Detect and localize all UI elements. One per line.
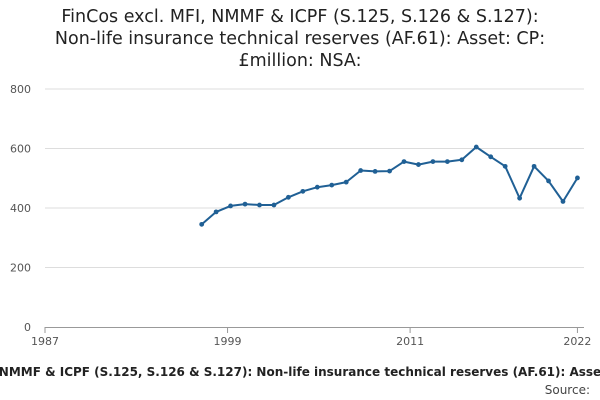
data-point	[387, 168, 392, 174]
data-point	[300, 188, 306, 194]
data-point	[488, 154, 494, 160]
data-point	[329, 182, 335, 188]
data-point	[271, 202, 277, 208]
data-point	[257, 202, 262, 208]
y-tick-label: 0	[24, 321, 31, 334]
data-point	[314, 184, 320, 190]
y-tick-label: 800	[10, 83, 31, 96]
data-point	[242, 201, 248, 207]
x-tick-label: 2022	[563, 335, 591, 348]
data-point	[285, 194, 291, 200]
x-tick-label: 1987	[31, 335, 59, 348]
series-line	[201, 146, 579, 226]
data-point	[372, 169, 378, 174]
data-point	[444, 159, 450, 164]
data-point	[502, 163, 508, 169]
x-tick-label: 2011	[396, 335, 424, 348]
data-point	[459, 157, 465, 163]
data-point	[358, 168, 364, 173]
data-point	[517, 195, 523, 201]
data-point	[343, 179, 349, 185]
chart-title-line-3: £million: NSA:	[238, 51, 362, 71]
data-point	[416, 162, 421, 167]
x-tick-label: 1999	[214, 335, 242, 348]
data-point	[199, 221, 205, 227]
series-layer	[199, 144, 580, 227]
data-point	[560, 199, 566, 204]
data-point	[430, 159, 436, 164]
x-axis-label: NMMF & ICPF (S.125, S.126 & S.127): Non-…	[0, 365, 600, 379]
data-point	[531, 163, 537, 169]
chart-title-line-2: Non-life insurance technical reserves (A…	[54, 29, 546, 49]
data-point	[575, 175, 580, 181]
data-point	[546, 178, 551, 184]
y-tick-label: 200	[10, 262, 31, 275]
grid-lines	[45, 88, 584, 328]
data-point	[473, 144, 479, 150]
y-tick-label: 400	[10, 202, 31, 215]
data-point	[401, 159, 407, 164]
chart-title-line-1: FinCos excl. MFI, NMMF & ICPF (S.125, S.…	[61, 7, 539, 27]
data-point	[228, 203, 233, 209]
y-tick-label: 600	[10, 143, 31, 156]
axes: 0 200 400 600 800 1987 1999 2011 2022	[10, 83, 591, 348]
source-label: Source:	[544, 383, 590, 397]
chart-title: FinCos excl. MFI, NMMF & ICPF (S.125, S.…	[0, 6, 600, 72]
data-point	[213, 209, 219, 215]
